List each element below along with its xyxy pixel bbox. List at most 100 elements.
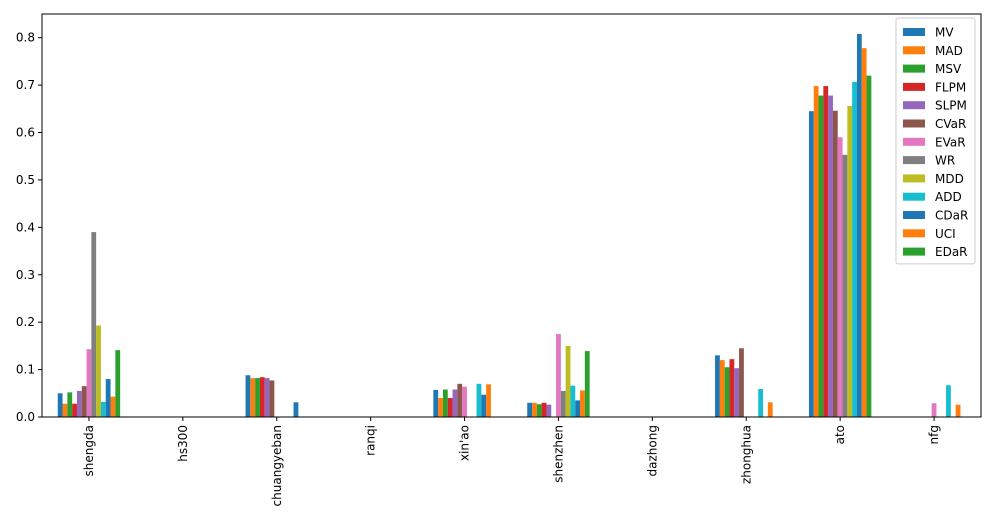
bar-mv-shenzhen xyxy=(527,402,533,417)
bar-uci-nfg xyxy=(955,404,961,417)
bar-msv-shengda xyxy=(67,392,73,417)
bar-flpm-shengda xyxy=(72,403,77,417)
bar-uci-ato xyxy=(861,48,867,417)
bar-wr-ato xyxy=(842,154,848,417)
bar-mv-zhonghua xyxy=(715,355,720,417)
y-tick-label: 0.4 xyxy=(16,220,35,234)
bar-cvar-chuangyeban xyxy=(269,380,275,417)
bar-evar-shengda xyxy=(86,349,92,417)
legend-label: CVaR xyxy=(935,117,966,131)
legend: MV MAD MSV FLPM SLPM CVaR EVaR WR MDD ADD CDaR UCI E… xyxy=(895,17,976,265)
y-tick-label: 0.5 xyxy=(16,173,35,187)
bar-evar-xinao xyxy=(462,386,467,417)
bar-msv-ato xyxy=(818,95,824,418)
bar-mad-chuangyeban xyxy=(250,378,256,417)
bar-cdar-shengda xyxy=(105,379,111,417)
bar-mv-xinao xyxy=(433,389,439,417)
bar-evar-shenzhen xyxy=(556,334,561,417)
bar-slpm-chuangyeban xyxy=(264,378,270,417)
legend-swatch xyxy=(903,119,925,128)
bar-wr-shenzhen xyxy=(560,390,566,417)
bar-edar-shengda xyxy=(115,350,121,417)
bar-msv-xinao xyxy=(442,389,448,417)
bar-mdd-shengda xyxy=(96,325,101,417)
bars xyxy=(57,33,961,418)
x-axis: shengda hs300 chuangyeban ranqi xin'ao shenzh… xyxy=(82,417,941,506)
bar-add-shenzhen xyxy=(570,385,576,417)
bar-slpm-ato xyxy=(828,95,833,418)
bar-mv-chuangyeban xyxy=(245,375,251,417)
legend-swatch xyxy=(903,137,925,146)
x-tick-label: dazhong xyxy=(645,425,659,476)
y-tick-label: 0.7 xyxy=(16,78,35,92)
bar-evar-ato xyxy=(837,137,843,417)
y-tick-label: 0.2 xyxy=(16,315,35,329)
legend-label: MDD xyxy=(935,172,964,186)
y-tick-label: 0.3 xyxy=(16,268,35,282)
bar-cdar-chuangyeban xyxy=(293,402,299,417)
legend-swatch xyxy=(903,46,925,55)
bar-cvar-zhonghua xyxy=(739,348,744,417)
bar-mdd-ato xyxy=(847,105,853,417)
legend-label: EDaR xyxy=(935,245,968,259)
bar-slpm-xinao xyxy=(452,389,458,417)
legend-label: FLPM xyxy=(935,80,966,94)
bar-mad-xinao xyxy=(438,398,443,417)
bar-slpm-shengda xyxy=(76,390,82,417)
bar-mv-ato xyxy=(808,111,814,417)
bar-edar-shenzhen xyxy=(584,351,590,417)
x-tick-label: hs300 xyxy=(176,425,190,462)
bar-mad-zhonghua xyxy=(719,360,725,417)
bar-uci-shengda xyxy=(110,396,116,417)
legend-swatch xyxy=(903,28,925,36)
bar-add-ato xyxy=(852,81,857,418)
x-tick-label: zhonghua xyxy=(739,425,753,484)
bar-slpm-zhonghua xyxy=(734,368,740,417)
legend-label: CDaR xyxy=(935,209,968,223)
bar-cdar-ato xyxy=(856,33,862,417)
y-tick-label: 0.0 xyxy=(16,410,35,424)
legend-label: MAD xyxy=(935,44,963,58)
x-tick-label: ranqi xyxy=(364,425,378,456)
x-tick-label: shengda xyxy=(82,425,96,476)
bar-mad-ato xyxy=(813,86,819,417)
bar-evar-nfg xyxy=(931,403,937,417)
legend-label: SLPM xyxy=(935,99,967,113)
legend-swatch xyxy=(903,156,925,165)
bar-msv-chuangyeban xyxy=(255,378,260,417)
y-axis: 0.0 0.1 0.2 0.3 0.4 0.5 0.6 0.7 0.8 xyxy=(16,31,42,424)
x-tick-label: nfg xyxy=(927,425,941,444)
bar-flpm-chuangyeban xyxy=(259,377,265,417)
legend-swatch xyxy=(903,247,925,256)
legend-swatch xyxy=(903,229,925,238)
y-tick-label: 0.6 xyxy=(16,126,35,140)
y-tick-label: 0.1 xyxy=(16,363,35,377)
bar-uci-xinao xyxy=(486,384,491,417)
bar-mad-shengda xyxy=(62,403,68,417)
legend-label: MSV xyxy=(935,62,962,76)
legend-label: UCI xyxy=(935,227,956,241)
bar-add-nfg xyxy=(946,385,951,417)
bar-msv-zhonghua xyxy=(724,367,730,417)
legend-swatch xyxy=(903,174,925,183)
x-tick-label: ato xyxy=(833,425,847,444)
bar-flpm-ato xyxy=(823,86,829,417)
bar-add-shengda xyxy=(100,401,106,417)
legend-swatch xyxy=(903,211,925,219)
bar-slpm-shenzhen xyxy=(546,404,552,417)
legend-swatch xyxy=(903,64,925,73)
bar-flpm-shenzhen xyxy=(541,402,547,417)
bar-cvar-xinao xyxy=(457,383,463,417)
legend-label: WR xyxy=(935,154,955,168)
bar-uci-zhonghua xyxy=(767,402,773,417)
bar-flpm-xinao xyxy=(447,398,453,417)
y-tick-label: 0.8 xyxy=(16,31,35,45)
bar-mad-shenzhen xyxy=(532,402,537,417)
legend-swatch xyxy=(903,101,925,110)
legend-swatch xyxy=(903,192,925,201)
bar-mdd-shenzhen xyxy=(565,345,571,417)
bar-add-xinao xyxy=(476,383,482,417)
legend-swatch xyxy=(903,82,925,91)
bar-cvar-ato xyxy=(832,110,838,417)
